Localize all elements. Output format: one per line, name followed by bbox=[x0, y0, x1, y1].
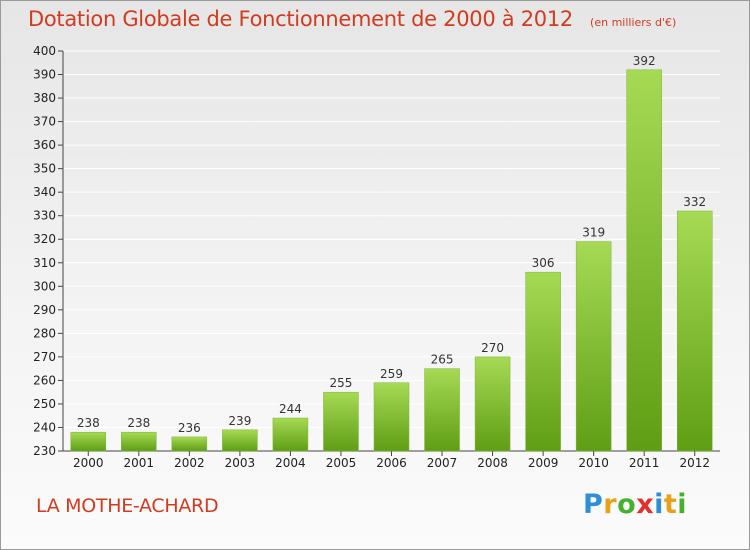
bar-2006 bbox=[373, 382, 410, 452]
data-label: 255 bbox=[330, 376, 353, 390]
y-tick-label: 260 bbox=[33, 373, 56, 387]
logo-letter: o bbox=[617, 489, 637, 520]
x-tick-label: 2000 bbox=[73, 456, 104, 470]
y-tick-label: 350 bbox=[33, 162, 56, 176]
x-tick-label: 2008 bbox=[477, 456, 508, 470]
data-label: 392 bbox=[633, 54, 656, 68]
x-tick-label: 2004 bbox=[275, 456, 306, 470]
data-label: 265 bbox=[431, 353, 454, 367]
y-tick-label: 320 bbox=[33, 232, 56, 246]
bar-2007 bbox=[424, 368, 460, 452]
bar-2008 bbox=[474, 356, 511, 452]
data-label: 238 bbox=[127, 416, 150, 430]
data-label: 236 bbox=[178, 421, 201, 435]
y-tick-label: 370 bbox=[33, 115, 56, 129]
y-tick-label: 390 bbox=[33, 68, 56, 82]
x-tick-label: 2009 bbox=[528, 456, 559, 470]
data-label: 270 bbox=[481, 341, 504, 355]
y-tick-label: 280 bbox=[33, 326, 56, 340]
data-label: 332 bbox=[683, 195, 706, 209]
bar-2004 bbox=[272, 417, 309, 452]
x-tick-label: 2007 bbox=[427, 456, 458, 470]
bar-2000 bbox=[70, 431, 107, 452]
x-tick-label: 2012 bbox=[679, 456, 710, 470]
bar-2011 bbox=[626, 69, 662, 452]
y-tick-label: 300 bbox=[33, 279, 56, 293]
x-tick-label: 2010 bbox=[578, 456, 609, 470]
data-label: 259 bbox=[380, 367, 403, 381]
logo-letter: i bbox=[654, 489, 664, 520]
y-tick-label: 230 bbox=[33, 444, 56, 458]
logo-letter: r bbox=[603, 489, 618, 520]
bar-2005 bbox=[323, 391, 359, 452]
chart-subtitle: (en milliers d'€) bbox=[590, 16, 677, 29]
bar-2009 bbox=[525, 271, 561, 452]
y-tick-label: 270 bbox=[33, 350, 56, 364]
proxiti-logo: Proxiti bbox=[583, 489, 687, 520]
y-tick-label: 400 bbox=[33, 44, 56, 58]
chart-header: Dotation Globale de Fonctionnement de 20… bbox=[28, 7, 676, 31]
x-tick-label: 2005 bbox=[326, 456, 357, 470]
bars bbox=[70, 69, 713, 452]
y-tick-label: 360 bbox=[33, 138, 56, 152]
y-tick-label: 340 bbox=[33, 185, 56, 199]
y-tick-label: 290 bbox=[33, 303, 56, 317]
y-tick-label: 330 bbox=[33, 209, 56, 223]
logo-letter: t bbox=[663, 489, 678, 520]
bar-2012 bbox=[676, 210, 713, 452]
bar-2001 bbox=[121, 431, 157, 452]
x-tick-label: 2011 bbox=[629, 456, 660, 470]
data-label: 238 bbox=[77, 416, 100, 430]
data-label: 239 bbox=[228, 414, 251, 428]
y-tick-label: 380 bbox=[33, 91, 56, 105]
x-tick-label: 2003 bbox=[225, 456, 256, 470]
y-tick-label: 250 bbox=[33, 397, 56, 411]
logo-letter: i bbox=[677, 489, 688, 520]
bar-2010 bbox=[575, 241, 612, 452]
x-tick-label: 2002 bbox=[174, 456, 205, 470]
y-tick-label: 310 bbox=[33, 256, 56, 270]
bar-2003 bbox=[222, 429, 258, 452]
logo-letter: x bbox=[636, 489, 655, 520]
commune-name: LA MOTHE-ACHARD bbox=[36, 495, 219, 517]
bar-2002 bbox=[171, 436, 208, 452]
chart-title: Dotation Globale de Fonctionnement de 20… bbox=[28, 7, 573, 31]
x-tick-label: 2001 bbox=[124, 456, 155, 470]
logo-letter: P bbox=[583, 489, 604, 520]
data-label: 244 bbox=[279, 402, 302, 416]
y-tick-label: 240 bbox=[33, 420, 56, 434]
data-label: 306 bbox=[532, 256, 555, 270]
data-label: 319 bbox=[582, 226, 605, 240]
labels: 230 240 250 260 270 280 290 300 310 320 330 340 350 3… bbox=[33, 44, 710, 470]
x-tick-label: 2006 bbox=[376, 456, 407, 470]
